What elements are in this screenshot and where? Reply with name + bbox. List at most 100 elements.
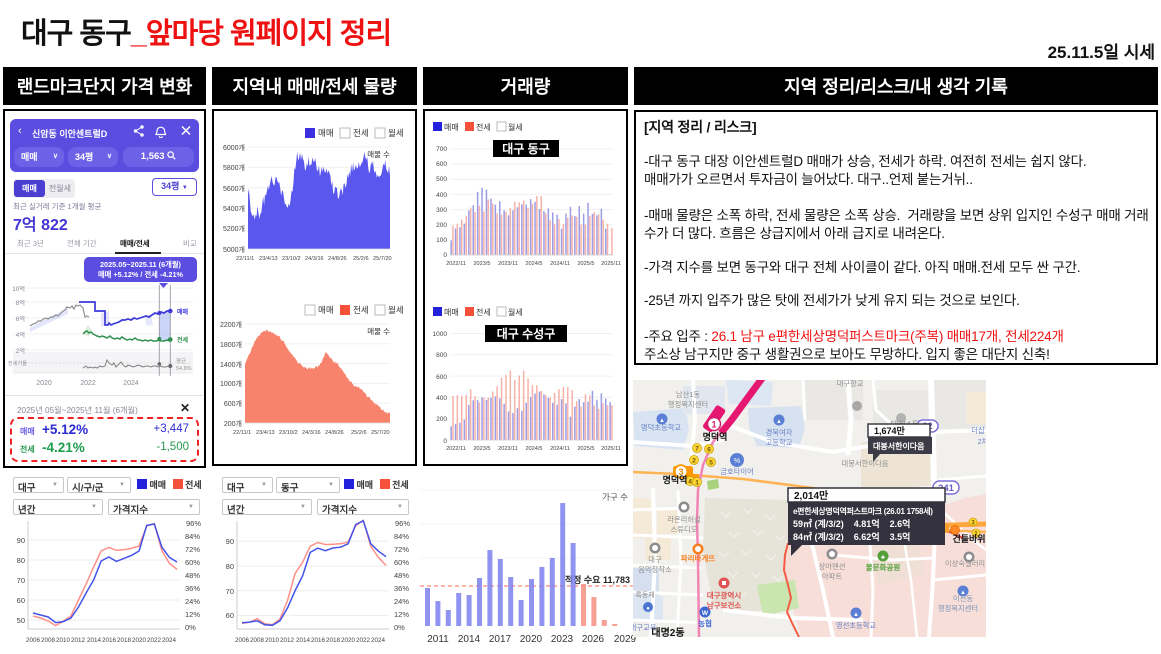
svg-text:농협: 농협: [698, 618, 712, 628]
svg-text:24/3/16: 24/3/16: [305, 256, 324, 262]
svg-text:e편한세상명덕역퍼스트마크 (26.01 1758세): e편한세상명덕역퍼스트마크 (26.01 1758세): [793, 506, 933, 516]
svg-text:이상숙갤러리: 이상숙갤러리: [945, 559, 985, 568]
svg-text:매매: 매매: [444, 123, 459, 132]
svg-text:2010: 2010: [56, 637, 71, 644]
svg-text:1000개: 1000개: [220, 379, 242, 388]
svg-text:1,674만: 1,674만: [874, 425, 906, 436]
svg-text:2022/11: 2022/11: [446, 261, 466, 267]
svg-text:대구: 대구: [648, 555, 662, 564]
svg-text:24/8/26: 24/8/26: [325, 430, 344, 436]
svg-text:2023/5: 2023/5: [473, 261, 490, 267]
svg-text:2017: 2017: [489, 634, 512, 645]
svg-text:4억: 4억: [16, 331, 25, 339]
svg-text:W: W: [702, 610, 709, 617]
svg-text:2008: 2008: [41, 637, 56, 644]
svg-text:평균: 평균: [176, 358, 186, 365]
svg-text:2022: 2022: [356, 637, 371, 644]
svg-text:2200개: 2200개: [220, 320, 242, 329]
svg-text:매물 수: 매물 수: [367, 327, 390, 336]
svg-text:241: 241: [938, 483, 955, 494]
svg-text:60%: 60%: [185, 558, 200, 567]
svg-text:0%: 0%: [185, 623, 196, 632]
svg-text:24%: 24%: [185, 597, 200, 606]
svg-text:전세: 전세: [476, 307, 491, 317]
svg-text:건들바위: 건들바위: [952, 533, 985, 544]
svg-text:5: 5: [709, 460, 713, 467]
svg-text:2024: 2024: [123, 380, 139, 387]
svg-text:2008: 2008: [250, 637, 265, 644]
svg-text:25/7/20: 25/7/20: [371, 430, 390, 436]
svg-text:물문화공원: 물문화공원: [866, 562, 901, 572]
svg-text:2020: 2020: [132, 637, 147, 644]
svg-text:24%: 24%: [394, 597, 409, 606]
svg-text:1000: 1000: [433, 331, 448, 338]
svg-text:80: 80: [226, 562, 234, 571]
svg-text:더샵: 더샵: [971, 426, 985, 435]
svg-text:23/10/2: 23/10/2: [279, 430, 298, 436]
svg-text:록동재: 록동재: [635, 591, 654, 599]
svg-text:대구향교: 대구향교: [837, 380, 864, 388]
svg-text:84㎡ (계/3/2) 6.62억 3.5억: 84㎡ (계/3/2) 6.62억 3.5억: [793, 531, 910, 542]
svg-text:72%: 72%: [394, 545, 409, 554]
svg-text:48%: 48%: [394, 571, 409, 580]
svg-text:5400개: 5400개: [223, 204, 245, 213]
svg-text:행정복지센터: 행정복지센터: [938, 604, 978, 613]
svg-text:2025/11: 2025/11: [601, 446, 621, 452]
svg-text:96%: 96%: [395, 519, 410, 528]
svg-text:2020: 2020: [520, 634, 543, 645]
svg-text:2025/11: 2025/11: [601, 261, 621, 267]
svg-text:2010: 2010: [265, 637, 280, 644]
svg-text:명덕초등학교: 명덕초등학교: [641, 423, 682, 432]
svg-text:월세: 월세: [508, 122, 523, 132]
svg-text:2022: 2022: [147, 637, 162, 644]
svg-text:스튜디오: 스튜디오: [671, 525, 698, 534]
svg-text:1: 1: [974, 532, 978, 538]
svg-text:7: 7: [695, 446, 699, 453]
svg-text:25/2/6: 25/2/6: [353, 256, 369, 262]
svg-text:60: 60: [17, 596, 25, 605]
svg-text:♣: ♣: [881, 555, 885, 561]
svg-text:매매: 매매: [444, 308, 459, 317]
svg-text:2029: 2029: [614, 634, 637, 645]
svg-text:가구 수: 가구 수: [602, 492, 628, 502]
svg-text:2014: 2014: [458, 634, 481, 645]
svg-text:라온리허설: 라온리허설: [667, 515, 701, 524]
svg-text:54.8%: 54.8%: [176, 366, 192, 372]
svg-text:행정복지센터: 행정복지센터: [668, 400, 708, 409]
svg-text:6억: 6억: [16, 315, 25, 323]
svg-text:2023/11: 2023/11: [498, 446, 518, 452]
svg-text:59㎡ (계/3/2) 4.81억 2.6억: 59㎡ (계/3/2) 4.81억 2.6억: [793, 518, 910, 529]
svg-text:●: ●: [646, 606, 650, 612]
svg-text:고등학교: 고등학교: [766, 438, 793, 447]
svg-text:2024: 2024: [371, 637, 386, 644]
svg-text:전세: 전세: [353, 128, 369, 138]
svg-text:100: 100: [436, 237, 447, 244]
svg-text:대봉서한이다음: 대봉서한이다음: [873, 441, 925, 451]
svg-text:22/11/1: 22/11/1: [233, 430, 251, 436]
svg-text:2014: 2014: [87, 637, 102, 644]
svg-text:▲: ▲: [659, 418, 665, 424]
svg-text:2024/5: 2024/5: [525, 446, 542, 452]
svg-text:3: 3: [971, 521, 975, 527]
svg-text:%: %: [734, 458, 740, 465]
svg-text:3: 3: [678, 467, 683, 477]
svg-text:0: 0: [443, 438, 447, 445]
svg-text:2022: 2022: [80, 380, 96, 387]
svg-text:600: 600: [436, 161, 447, 168]
svg-text:24/3/16: 24/3/16: [302, 430, 321, 436]
svg-text:경북여자: 경북여자: [766, 428, 793, 437]
svg-text:1: 1: [711, 420, 716, 430]
svg-text:대명2동: 대명2동: [651, 626, 684, 637]
svg-text:대구 수성구: 대구 수성구: [497, 327, 556, 341]
svg-text:84%: 84%: [185, 532, 200, 541]
svg-text:2018: 2018: [326, 637, 341, 644]
svg-text:2006: 2006: [235, 637, 250, 644]
svg-text:200: 200: [436, 416, 447, 423]
svg-text:월세: 월세: [388, 305, 404, 315]
svg-text:0%: 0%: [394, 623, 405, 632]
svg-text:2차: 2차: [978, 437, 986, 446]
svg-text:6000개: 6000개: [223, 143, 245, 152]
svg-text:전세: 전세: [353, 305, 369, 315]
svg-text:23/4/13: 23/4/13: [259, 256, 278, 262]
svg-text:70: 70: [17, 576, 25, 585]
